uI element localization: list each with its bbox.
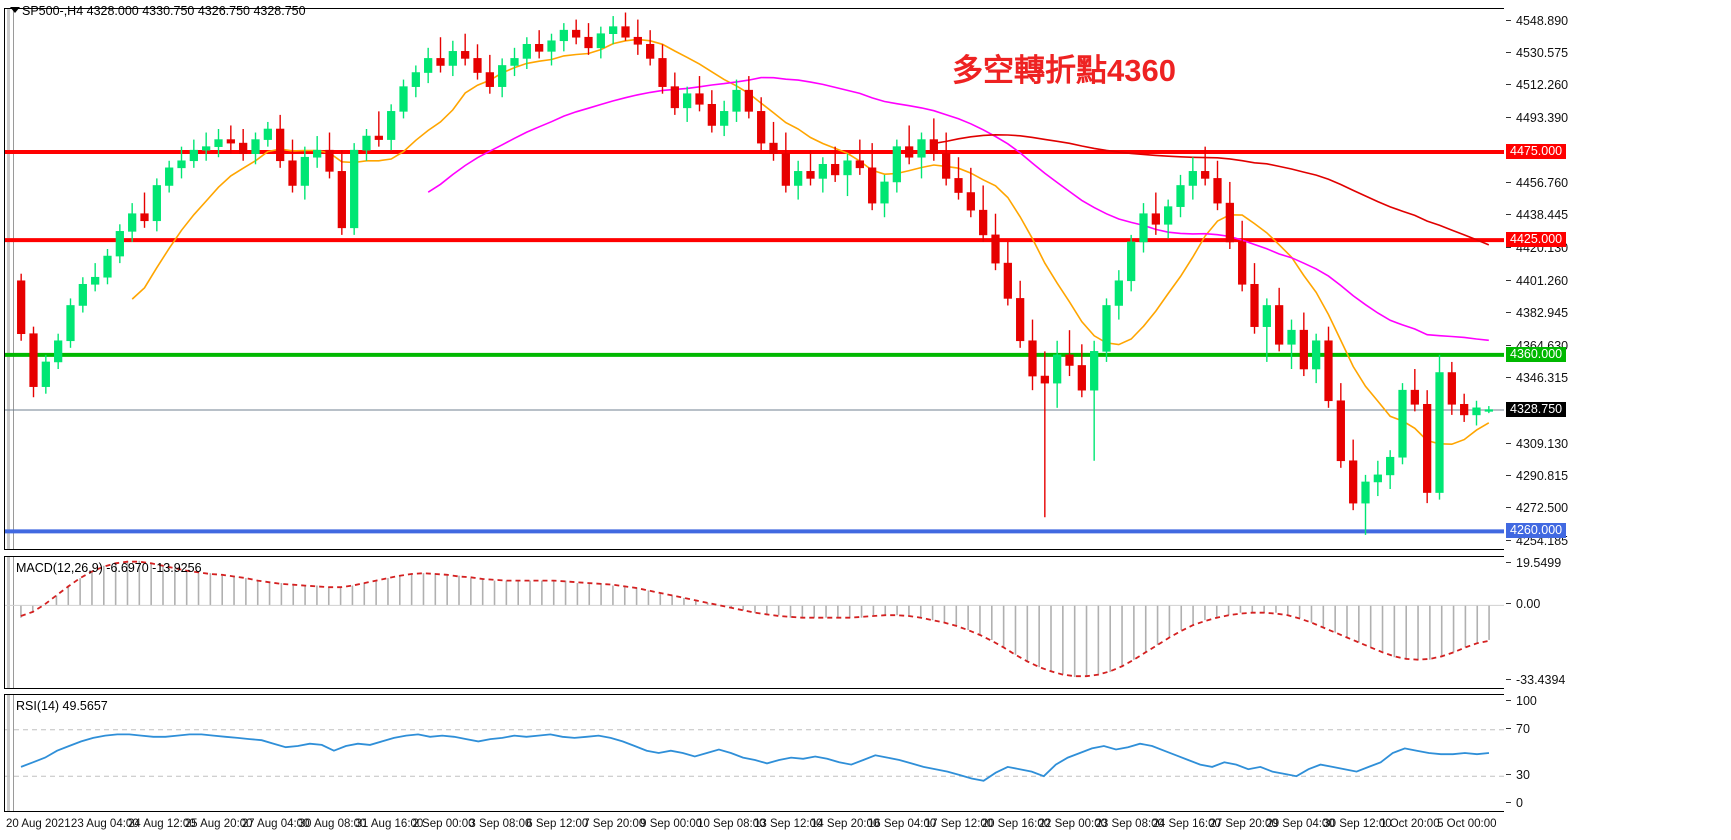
time-axis-label: 27 Aug 04:00 (241, 818, 310, 830)
price-level-tag-floor[interactable]: 4260.000 (1506, 523, 1567, 539)
rsi-axis-tick: 70 (1504, 722, 1530, 736)
rsi-panel-scroll-rail[interactable] (5, 695, 14, 811)
rsi-caption: RSI(14) 49.5657 (16, 699, 108, 713)
rsi-series-svg (5, 729, 1726, 782)
macd-axis[interactable]: 19.5499 0.00 -33.4394 (1504, 556, 1731, 689)
time-axis-label: 23 Sep 08:00 (1095, 818, 1164, 830)
macd-panel[interactable] (4, 556, 1727, 689)
price-axis-tick: 4456.760 (1504, 176, 1568, 190)
time-axis-label: 30 Aug 08:00 (298, 818, 367, 830)
time-axis-label: 20 Sep 16:00 (981, 818, 1051, 830)
macd-plot-area[interactable] (5, 557, 1726, 688)
rsi-axis-tick: 100 (1504, 694, 1537, 708)
symbol-ohlc-caption: SP500-,H4 4328.000 4330.750 4326.750 432… (22, 4, 306, 18)
time-axis-label: 30 Sep 12:00 (1323, 818, 1392, 830)
macd-axis-tick: 0.00 (1504, 597, 1540, 611)
time-axis-label: 10 Sep 08:00 (697, 818, 766, 830)
time-axis-label: 2 Sep 00:00 (412, 818, 475, 830)
time-axis-label: 3 Sep 08:00 (469, 818, 532, 830)
price-axis-tick: 4346.315 (1504, 371, 1568, 385)
price-level-tag-support[interactable]: 4360.000 (1506, 346, 1567, 362)
price-axis-tick: 4309.130 (1504, 437, 1568, 451)
time-axis-label: 22 Sep 00:00 (1038, 818, 1108, 830)
time-axis-label: 6 Sep 12:00 (526, 818, 589, 830)
price-axis-tick: 4493.390 (1504, 111, 1568, 125)
caret-down-icon[interactable] (10, 7, 20, 13)
time-axis-label: 14 Sep 20:00 (810, 818, 880, 830)
price-axis-tick: 4290.815 (1504, 469, 1568, 483)
time-axis-label: 7 Sep 20:00 (583, 818, 646, 830)
rsi-panel[interactable] (4, 694, 1727, 812)
time-axis-label: 23 Aug 04:00 (70, 818, 139, 830)
price-level-tag-resistance[interactable]: 4475.000 (1506, 143, 1567, 159)
time-axis-label: 25 Aug 20:00 (184, 818, 253, 830)
time-axis-label: 5 Oct 00:00 (1437, 818, 1497, 830)
macd-axis-tick: -33.4394 (1504, 673, 1565, 687)
price-level-tag-resistance[interactable]: 4425.000 (1506, 232, 1567, 248)
rsi-plot-area[interactable] (5, 695, 1726, 811)
macd-series-svg (5, 560, 1726, 678)
time-axis-label: 16 Sep 04:00 (867, 818, 937, 830)
price-axis-tick: 4530.575 (1504, 46, 1568, 60)
price-plot-area[interactable] (5, 9, 1726, 549)
price-axis-tick: 4382.945 (1504, 306, 1568, 320)
time-axis-label: 24 Aug 12:00 (127, 818, 196, 830)
price-panel-scroll-rail[interactable] (5, 9, 14, 549)
time-axis-label: 1 Oct 20:00 (1380, 818, 1440, 830)
price-axis-tick: 4548.890 (1504, 14, 1568, 28)
rsi-axis-tick: 0 (1504, 796, 1523, 810)
macd-caption: MACD(12,26,9) -6.6970 -13.9256 (16, 561, 202, 575)
time-axis-label: 29 Sep 04:00 (1266, 818, 1335, 830)
rsi-axis[interactable]: 100 70 30 0 (1504, 694, 1731, 812)
price-level-tag-current-price[interactable]: 4328.750 (1506, 402, 1567, 418)
price-axis-tick: 4272.500 (1504, 501, 1568, 515)
chart-annotation-text: 多空轉折點4360 (952, 53, 1176, 88)
price-chart-panel[interactable]: 多空轉折點4360 (4, 8, 1727, 550)
time-axis-label: 27 Sep 20:00 (1209, 818, 1278, 830)
price-candles-svg (5, 12, 1726, 535)
price-axis[interactable]: 4548.890 4530.575 4512.260 4493.390 4456.760… (1504, 8, 1731, 550)
time-axis-label: 24 Sep 16:00 (1152, 818, 1221, 830)
rsi-axis-tick: 30 (1504, 768, 1530, 782)
time-axis[interactable]: 20 Aug 2021 23 Aug 04:00 24 Aug 12:00 25 Au… (4, 814, 1727, 838)
price-axis-tick: 4438.445 (1504, 208, 1568, 222)
macd-axis-tick: 19.5499 (1504, 556, 1561, 570)
time-axis-label: 20 Aug 2021 (6, 818, 71, 830)
price-axis-tick: 4401.260 (1504, 274, 1568, 288)
time-axis-label: 31 Aug 16:00 (355, 818, 424, 830)
time-axis-label: 13 Sep 12:00 (754, 818, 823, 830)
time-axis-label: 9 Sep 00:00 (640, 818, 703, 830)
macd-panel-scroll-rail[interactable] (5, 557, 14, 688)
time-axis-label: 17 Sep 12:00 (924, 818, 994, 830)
price-axis-tick: 4512.260 (1504, 78, 1568, 92)
